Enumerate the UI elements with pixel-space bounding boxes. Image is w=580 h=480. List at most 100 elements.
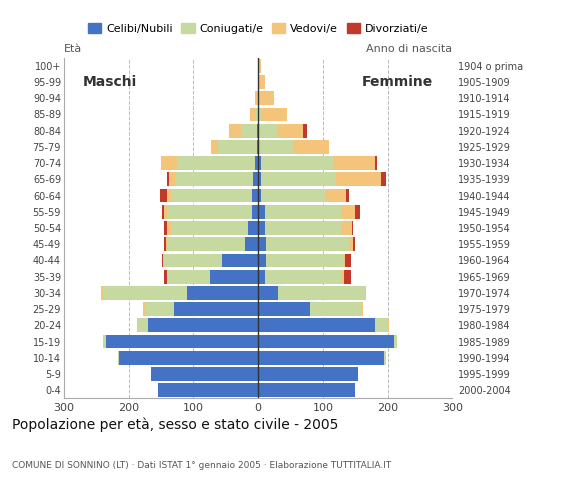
Bar: [168, 237, 245, 251]
Bar: [343, 270, 351, 284]
Bar: [264, 205, 342, 219]
Text: Popolazione per età, sesso e stato civile - 2005: Popolazione per età, sesso e stato civil…: [12, 418, 338, 432]
Bar: [255, 156, 258, 170]
Bar: [387, 318, 389, 332]
Bar: [168, 221, 171, 235]
Bar: [258, 384, 355, 397]
Bar: [258, 156, 262, 170]
Bar: [166, 237, 168, 251]
Bar: [365, 286, 366, 300]
Bar: [342, 270, 343, 284]
Bar: [258, 237, 266, 251]
Bar: [168, 189, 171, 203]
Bar: [258, 189, 262, 203]
Bar: [143, 302, 145, 316]
Text: Maschi: Maschi: [84, 75, 137, 89]
Bar: [258, 124, 278, 138]
Bar: [248, 221, 258, 235]
Bar: [258, 270, 264, 284]
Bar: [160, 189, 168, 203]
Bar: [167, 172, 169, 186]
Bar: [164, 205, 168, 219]
Bar: [223, 253, 258, 267]
Bar: [343, 253, 345, 267]
Bar: [151, 367, 258, 381]
Bar: [168, 270, 209, 284]
Bar: [241, 124, 257, 138]
Bar: [258, 302, 310, 316]
Bar: [161, 156, 177, 170]
Legend: Celibi/Nubili, Coniugati/e, Vedovi/e, Divorziati/e: Celibi/Nubili, Coniugati/e, Vedovi/e, Di…: [84, 19, 433, 38]
Bar: [381, 172, 386, 186]
Bar: [258, 221, 264, 235]
Bar: [177, 156, 255, 170]
Bar: [119, 351, 258, 365]
Bar: [394, 335, 397, 348]
Bar: [174, 302, 258, 316]
Bar: [252, 205, 258, 219]
Bar: [255, 91, 257, 105]
Bar: [164, 237, 166, 251]
Bar: [342, 205, 355, 219]
Text: COMUNE DI SONNINO (LT) · Dati ISTAT 1° gennaio 2005 · Elaborazione TUTTITALIA.IT: COMUNE DI SONNINO (LT) · Dati ISTAT 1° g…: [12, 461, 391, 470]
Bar: [264, 270, 342, 284]
Bar: [138, 318, 148, 332]
Bar: [258, 367, 358, 381]
Bar: [332, 156, 375, 170]
Bar: [278, 286, 365, 300]
Bar: [342, 221, 352, 235]
Bar: [106, 335, 258, 348]
Bar: [171, 221, 248, 235]
Bar: [187, 286, 258, 300]
Bar: [262, 172, 336, 186]
Bar: [258, 140, 293, 154]
Bar: [257, 91, 258, 105]
Bar: [303, 124, 307, 138]
Bar: [278, 124, 303, 138]
Bar: [258, 75, 264, 89]
Bar: [148, 318, 258, 332]
Bar: [258, 335, 394, 348]
Bar: [264, 221, 342, 235]
Bar: [103, 286, 187, 300]
Bar: [362, 302, 363, 316]
Bar: [102, 286, 103, 300]
Text: Femmine: Femmine: [362, 75, 433, 89]
Text: Anno di nascita: Anno di nascita: [367, 44, 452, 54]
Bar: [353, 237, 354, 251]
Bar: [266, 237, 350, 251]
Bar: [257, 124, 258, 138]
Bar: [336, 172, 381, 186]
Bar: [145, 302, 174, 316]
Bar: [103, 335, 106, 348]
Bar: [252, 189, 258, 203]
Bar: [118, 351, 119, 365]
Bar: [158, 384, 258, 397]
Bar: [171, 189, 252, 203]
Bar: [293, 140, 329, 154]
Bar: [164, 270, 168, 284]
Bar: [168, 205, 252, 219]
Bar: [345, 253, 351, 267]
Bar: [350, 237, 353, 251]
Bar: [162, 205, 164, 219]
Bar: [175, 172, 253, 186]
Bar: [326, 189, 346, 203]
Bar: [385, 351, 386, 365]
Bar: [258, 91, 274, 105]
Bar: [258, 108, 262, 121]
Bar: [212, 140, 218, 154]
Bar: [137, 318, 138, 332]
Bar: [310, 302, 362, 316]
Bar: [164, 221, 168, 235]
Bar: [258, 351, 385, 365]
Bar: [162, 253, 163, 267]
Bar: [375, 156, 376, 170]
Bar: [258, 205, 264, 219]
Bar: [258, 286, 278, 300]
Bar: [164, 253, 223, 267]
Bar: [266, 253, 343, 267]
Bar: [346, 189, 349, 203]
Bar: [375, 318, 387, 332]
Bar: [249, 108, 255, 121]
